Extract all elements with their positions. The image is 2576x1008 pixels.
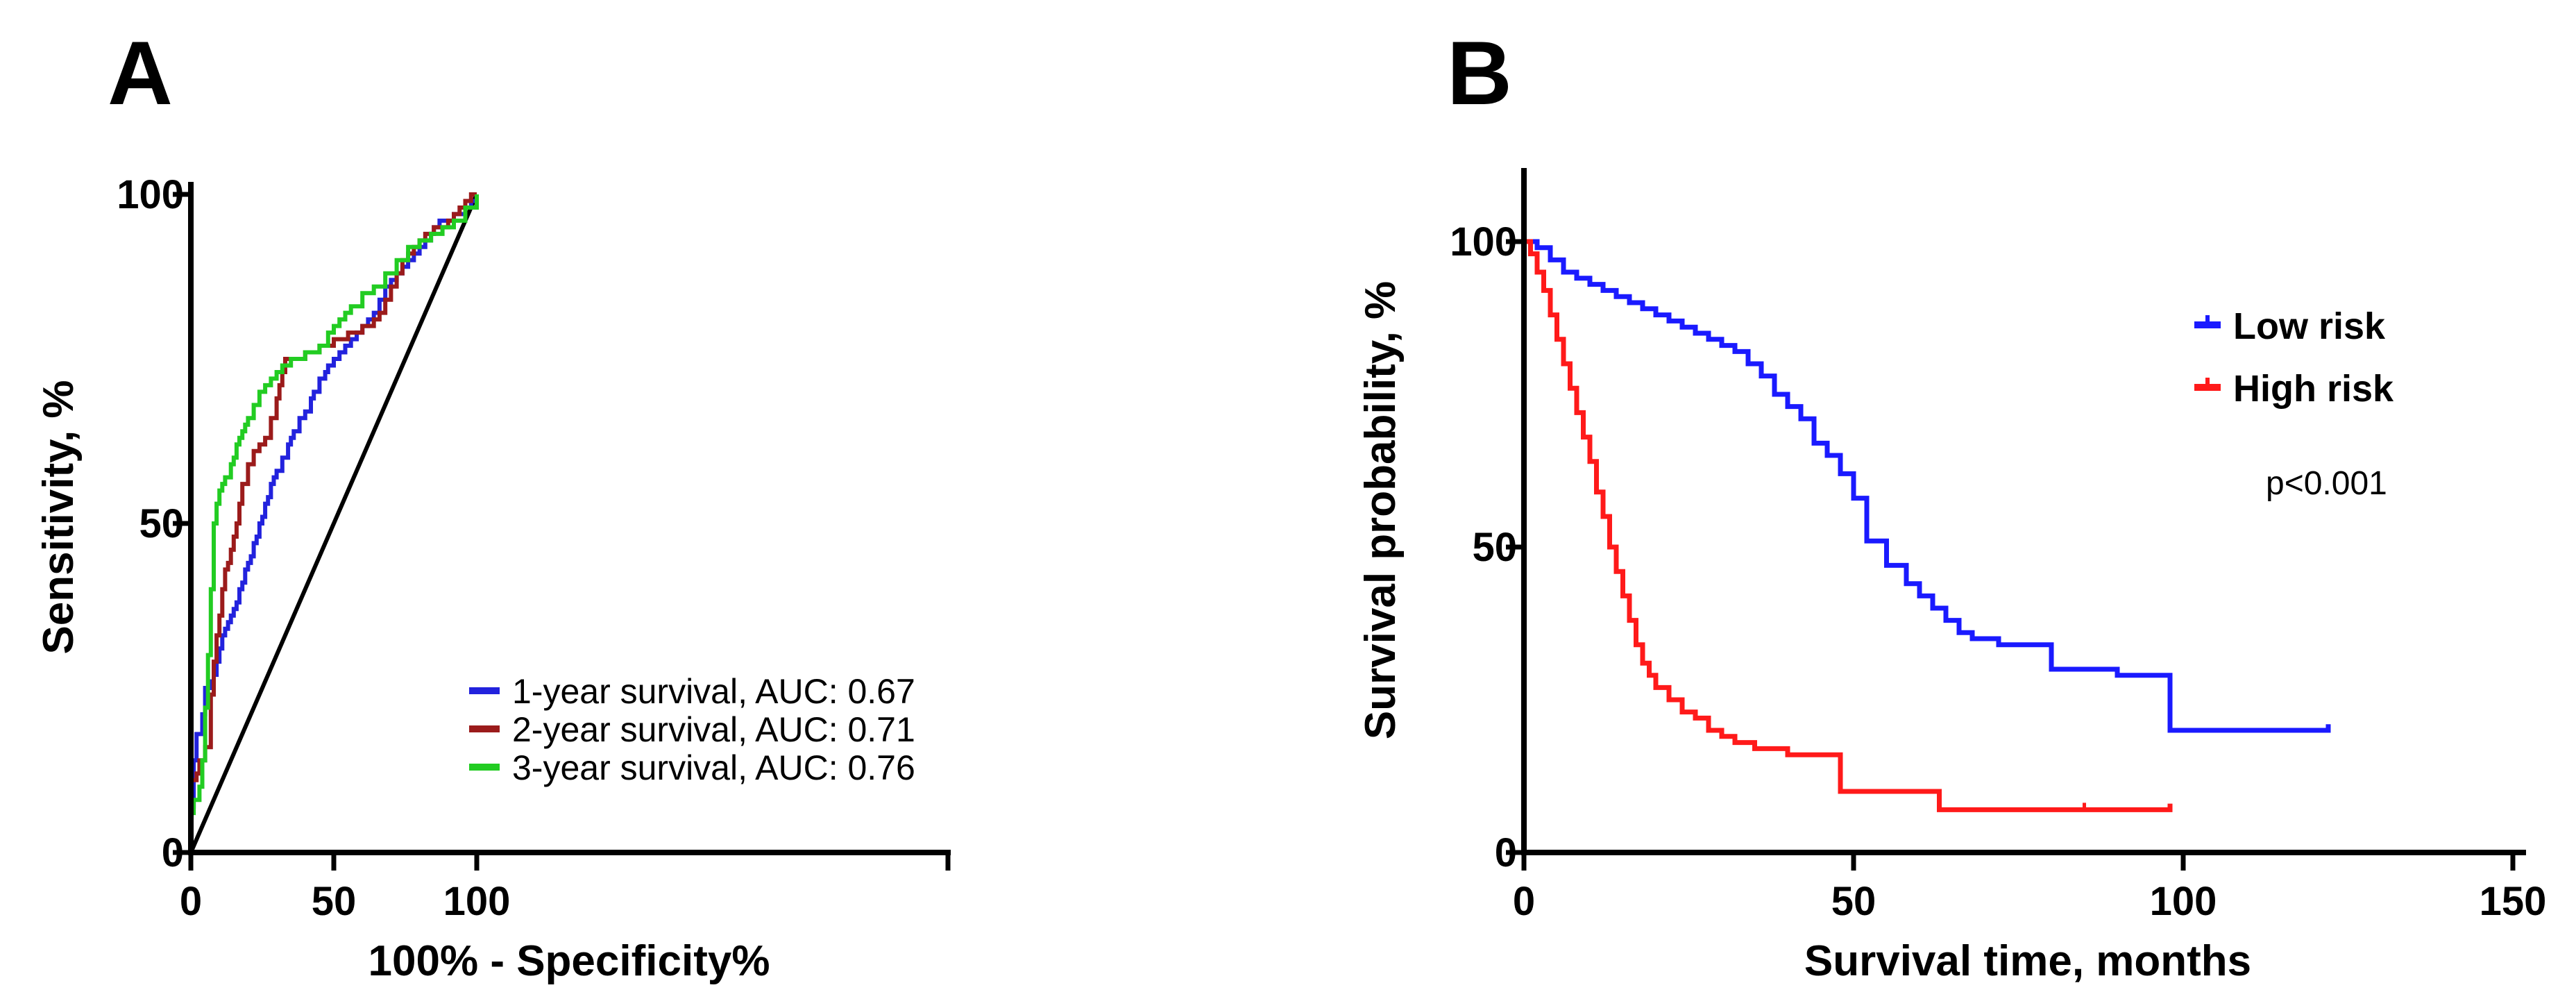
legend-label: High risk bbox=[2233, 368, 2394, 410]
legend-item-low-risk: Low risk bbox=[2194, 305, 2386, 347]
y-tick-label: 0 bbox=[1495, 830, 1517, 875]
survival-line-high-risk bbox=[1524, 239, 2173, 812]
x-tick-label: 0 bbox=[1513, 879, 1535, 924]
y-tick-label: 0 bbox=[162, 830, 184, 875]
legend-label: Low risk bbox=[2233, 305, 2386, 347]
censor-marks-low-risk bbox=[1535, 240, 2172, 732]
panel-a-x-ticks: 0 50 100 bbox=[180, 852, 951, 924]
censor-marks-high-risk bbox=[1529, 246, 2086, 812]
panel-b-x-axis-title: Survival time, months bbox=[1804, 937, 2251, 985]
legend-item-high-risk: High risk bbox=[2194, 368, 2394, 410]
x-tick-label: 50 bbox=[1831, 879, 1876, 924]
y-tick-label: 100 bbox=[1450, 219, 1517, 264]
x-tick-label: 50 bbox=[312, 879, 357, 924]
panel-a-y-ticks: 0 50 100 bbox=[117, 172, 191, 875]
x-tick-label: 100 bbox=[443, 879, 511, 924]
survival-curves bbox=[1524, 239, 2331, 812]
panel-b-legend: Low risk High risk bbox=[2194, 305, 2394, 410]
y-tick-label: 50 bbox=[1472, 525, 1517, 570]
legend-label: 2-year survival, AUC: 0.71 bbox=[512, 710, 915, 749]
panel-b: B 0 50 100 150 0 50 100 Survival time, months… bbox=[1357, 22, 2546, 985]
panel-a-y-axis-title: Sensitivity, % bbox=[35, 380, 83, 654]
reference-diagonal-line bbox=[189, 193, 479, 854]
panel-b-y-ticks: 0 50 100 bbox=[1450, 219, 1524, 875]
legend-item-1-year-survival-auc-0-67: 1-year survival, AUC: 0.67 bbox=[469, 672, 915, 711]
x-tick-label: 100 bbox=[2150, 879, 2217, 924]
roc-curves bbox=[189, 192, 479, 854]
panel-a-letter: A bbox=[108, 22, 173, 124]
legend-label: 3-year survival, AUC: 0.76 bbox=[512, 748, 915, 787]
legend-item-2-year-survival-auc-0-71: 2-year survival, AUC: 0.71 bbox=[469, 710, 915, 749]
panel-a-legend: 1-year survival, AUC: 0.672-year surviva… bbox=[469, 672, 915, 787]
y-tick-label: 50 bbox=[139, 501, 184, 546]
panel-b-letter: B bbox=[1447, 22, 1512, 124]
legend-label: 1-year survival, AUC: 0.67 bbox=[512, 672, 915, 711]
panel-a-x-axis-title: 100% - Specificity% bbox=[368, 937, 770, 985]
x-tick-label: 150 bbox=[2480, 879, 2547, 924]
y-tick-label: 100 bbox=[117, 172, 184, 217]
panel-a: A 0 50 100 0 50 100 100% - Specificity% Sens… bbox=[35, 22, 951, 985]
panel-b-x-ticks: 0 50 100 150 bbox=[1513, 852, 2547, 924]
x-tick-label: 0 bbox=[180, 879, 202, 924]
p-value-annotation: p<0.001 bbox=[2266, 465, 2387, 502]
legend-item-3-year-survival-auc-0-76: 3-year survival, AUC: 0.76 bbox=[469, 748, 915, 787]
roc-line-3-year-survival-auc-0-76 bbox=[189, 194, 479, 852]
panel-b-y-axis-title: Survival probability, % bbox=[1357, 281, 1405, 739]
